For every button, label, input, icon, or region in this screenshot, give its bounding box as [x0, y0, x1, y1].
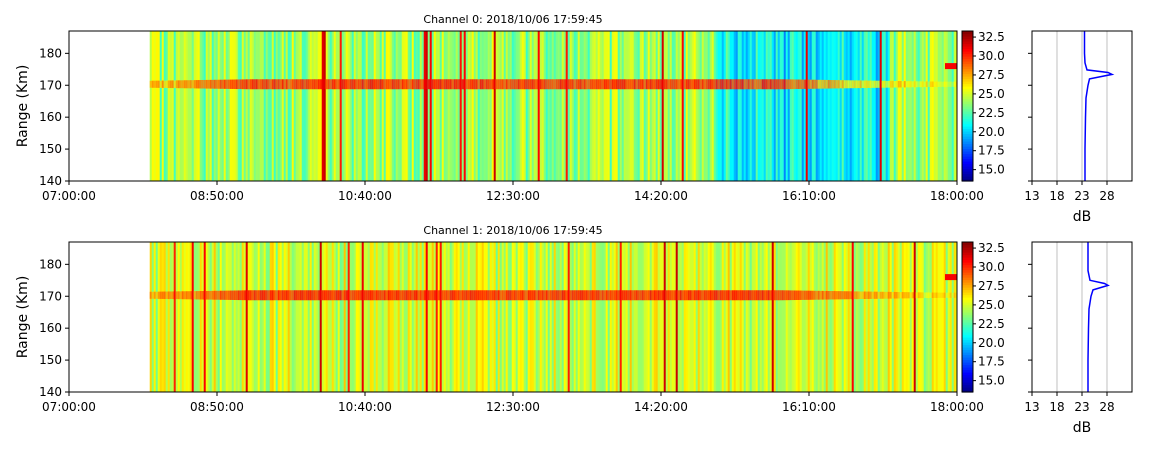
x-tick-label: 14:20:00: [634, 189, 688, 203]
x-tick-label: 08:50:00: [190, 400, 244, 414]
profile-x-tick-label: 13: [1024, 189, 1039, 203]
x-tick-label: 07:00:00: [42, 189, 96, 203]
colorbar-tick-label: 32.5: [978, 30, 1005, 44]
profile-x-tick-label: 28: [1099, 400, 1114, 414]
profile-x-tick-label: 23: [1074, 189, 1089, 203]
x-tick-label: 12:30:00: [486, 189, 540, 203]
chart-title: Channel 0: 2018/10/06 17:59:45: [423, 13, 602, 26]
x-tick-label: 18:00:00: [930, 400, 984, 414]
profile-x-tick-label: 13: [1024, 400, 1039, 414]
colorbar-tick-label: 22.5: [978, 317, 1005, 331]
x-tick-label: 12:30:00: [486, 400, 540, 414]
colorbar-tick-label: 30.0: [978, 260, 1005, 274]
y-tick-label: 160: [39, 321, 62, 335]
heatmap-cells: [149, 242, 958, 392]
x-tick-label: 08:50:00: [190, 189, 244, 203]
colorbar-tick-label: 17.5: [978, 144, 1005, 158]
colorbar-tick-label: 30.0: [978, 49, 1005, 63]
profile-x-tick-label: 28: [1099, 189, 1114, 203]
y-tick-label: 150: [39, 142, 62, 156]
profile-x-label: dB: [1073, 420, 1092, 436]
heatmap-cells: [149, 31, 958, 181]
colorbar-frame: [961, 241, 974, 393]
profile-x-tick-label: 18: [1049, 189, 1064, 203]
profile-x-tick-label: 23: [1074, 400, 1089, 414]
y-tick-label: 140: [39, 174, 62, 188]
profile-frame: [1031, 30, 1133, 182]
x-tick-label: 18:00:00: [930, 189, 984, 203]
profile-x-tick-label: 18: [1049, 400, 1064, 414]
y-tick-label: 170: [39, 78, 62, 92]
late-echo: [945, 274, 957, 281]
x-tick-label: 14:20:00: [634, 400, 688, 414]
colorbar-tick-label: 27.5: [978, 279, 1005, 293]
colorbar: [962, 31, 973, 182]
profile-line: [1083, 31, 1115, 181]
profile-frame: [1031, 241, 1133, 393]
late-echo: [945, 63, 957, 70]
y-axis-label: Range (Km): [15, 65, 31, 148]
y-axis-label: Range (Km): [15, 276, 31, 359]
y-tick-label: 180: [39, 46, 62, 60]
x-tick-label: 10:40:00: [338, 400, 392, 414]
x-tick-label: 16:10:00: [782, 189, 836, 203]
colorbar-tick-label: 22.5: [978, 106, 1005, 120]
colorbar-tick-label: 27.5: [978, 68, 1005, 82]
colorbar-frame: [961, 30, 974, 182]
x-tick-label: 10:40:00: [338, 189, 392, 203]
profile-x-label: dB: [1073, 209, 1092, 225]
colorbar-tick-label: 15.0: [978, 374, 1005, 388]
y-tick-label: 150: [39, 353, 62, 367]
x-tick-label: 16:10:00: [782, 400, 836, 414]
colorbar-tick-label: 17.5: [978, 355, 1005, 369]
colorbar-tick-label: 15.0: [978, 163, 1005, 177]
y-tick-label: 160: [39, 110, 62, 124]
colorbar-tick-label: 20.0: [978, 336, 1005, 350]
colorbar-tick-label: 32.5: [978, 241, 1005, 255]
x-tick-label: 07:00:00: [42, 400, 96, 414]
colorbar-tick-label: 25.0: [978, 298, 1005, 312]
colorbar: [962, 242, 973, 393]
y-tick-label: 180: [39, 257, 62, 271]
colorbar-tick-label: 20.0: [978, 125, 1005, 139]
colorbar-tick-label: 25.0: [978, 87, 1005, 101]
y-tick-label: 140: [39, 385, 62, 399]
chart-title: Channel 1: 2018/10/06 17:59:45: [423, 224, 602, 237]
y-tick-label: 170: [39, 289, 62, 303]
profile-line: [1087, 242, 1110, 392]
